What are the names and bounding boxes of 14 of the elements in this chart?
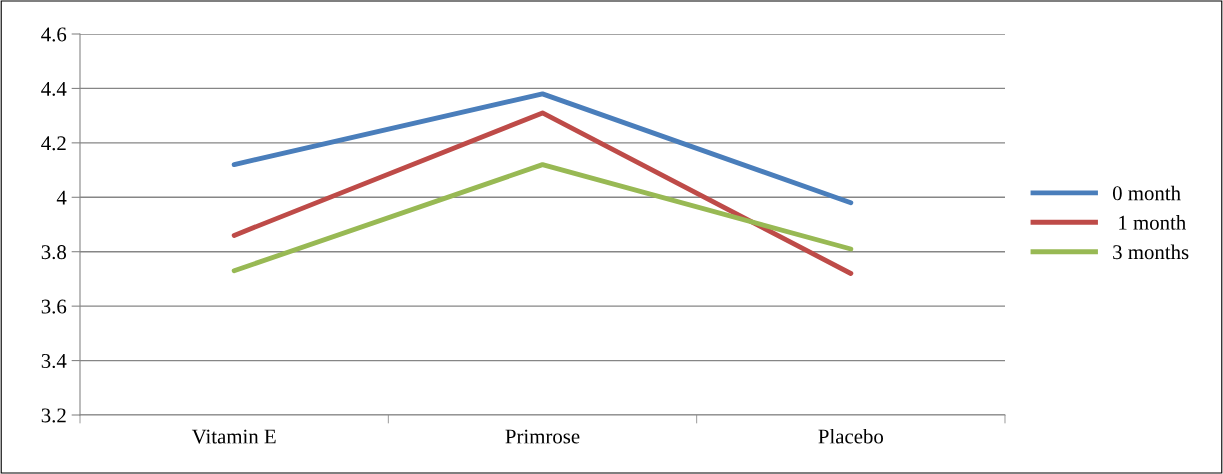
y-tick-label: 4.6 xyxy=(41,27,67,42)
y-tick-label: 3.2 xyxy=(41,408,66,423)
x-tick-label: Placebo xyxy=(818,428,884,444)
y-tick-label: 3.6 xyxy=(41,299,67,314)
x-tick-label: Primrose xyxy=(505,429,580,444)
y-tick-label: 3.4 xyxy=(41,354,67,369)
y-tick-label: 3.8 xyxy=(41,245,67,260)
y-tick-label: 4 xyxy=(56,190,67,205)
y-tick-label: 4.2 xyxy=(41,136,66,151)
y-tick-label: 4.4 xyxy=(41,81,67,96)
legend-label: 3 months xyxy=(1113,244,1189,260)
legend-label: 0 month xyxy=(1112,185,1181,201)
x-tick-label: Vitamin E xyxy=(191,429,276,444)
legend-label: 1 month xyxy=(1119,215,1186,230)
